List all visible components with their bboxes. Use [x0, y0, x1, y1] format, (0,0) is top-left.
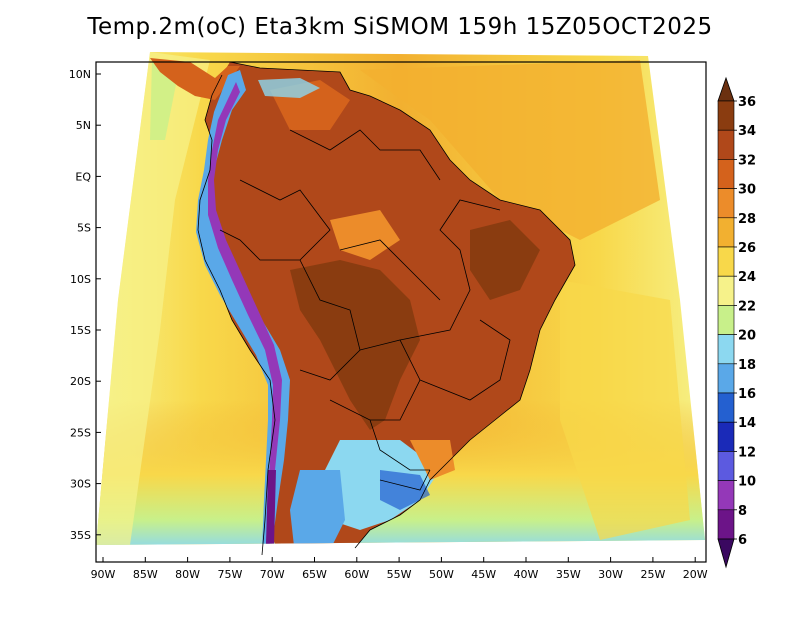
colorbar-label: 32	[738, 153, 756, 168]
lat-tick-label: 35S	[70, 529, 91, 542]
uruguay-border	[379, 469, 431, 491]
colorbar-segment	[717, 100, 735, 131]
lon-tick-label: 90W	[91, 568, 116, 581]
lon-tick-label: 20W	[683, 568, 708, 581]
colorbar-segment	[717, 188, 735, 219]
lon-tick-label: 75W	[217, 568, 242, 581]
colorbar-segment	[717, 421, 735, 452]
lat-tick-label: 30S	[70, 478, 91, 491]
colorbar-segment	[717, 451, 735, 481]
colorbar-label: 34	[738, 124, 756, 139]
colorbar-label: 24	[738, 270, 756, 285]
argentina-border	[329, 399, 430, 471]
patagonia-cold-zone	[290, 470, 345, 545]
colorbar-segment	[717, 217, 735, 248]
colorbar-segment	[717, 129, 735, 160]
colorbar-label: 22	[738, 299, 756, 314]
andes-cold-band	[196, 70, 290, 545]
lon-tick-label: 80W	[175, 568, 200, 581]
northeast-hot-zone	[470, 220, 540, 300]
lon-tick-label: 85W	[133, 568, 158, 581]
coastline-east	[229, 61, 576, 549]
temperature-field	[96, 52, 705, 545]
colorbar-segment	[717, 363, 735, 394]
country-borders	[197, 61, 576, 556]
temperature-colorbar: 36 34 32 30 28 26 24 22 20 18 16 14 12 10 8 6	[717, 76, 756, 569]
lat-tick-label: 5N	[76, 119, 91, 132]
colorbar-label: 18	[738, 358, 756, 373]
colorbar-label: 36	[738, 95, 756, 110]
lon-tick-label: 60W	[344, 568, 369, 581]
colorbar-segment	[717, 509, 735, 540]
lon-tick-label: 45W	[471, 568, 496, 581]
colorbar-segment	[717, 334, 735, 365]
brazil-states-border	[399, 199, 501, 341]
colorbar-label: 16	[738, 387, 756, 402]
lat-tick-label: 15S	[70, 324, 91, 337]
lat-tick-label: 5S	[77, 222, 91, 235]
colorbar-segment	[717, 246, 735, 277]
uruguay-cool-zone	[380, 470, 430, 510]
atlantic-south-band	[560, 280, 690, 540]
colorbar-label: 30	[738, 183, 756, 198]
lon-tick-label: 55W	[387, 568, 412, 581]
longitude-axis: 90W 85W 80W 75W 70W 65W 60W 55W 50W 45W 40W 35W 30W 2…	[91, 557, 708, 581]
chart-title: Temp.2m(oC) Eta3km SiSMOM 159h 15Z05OCT2…	[87, 14, 713, 40]
central-states-border	[339, 239, 441, 301]
colorbar-label: 12	[738, 445, 756, 460]
venezuela-highlands	[258, 78, 320, 98]
colorbar-segment	[717, 480, 735, 511]
colorbar-top-arrow	[717, 76, 735, 102]
lat-tick-label: EQ	[75, 170, 91, 183]
colorbar-label: 28	[738, 212, 756, 227]
colorbar-segment	[717, 305, 735, 335]
colorbar-label: 8	[738, 504, 747, 519]
atlantic-warm-band	[360, 60, 660, 240]
colorbar-label: 14	[738, 416, 756, 431]
coastline-west	[197, 74, 276, 556]
lon-tick-label: 65W	[302, 568, 327, 581]
lon-tick-label: 70W	[260, 568, 285, 581]
colorbar-segment	[717, 392, 735, 423]
lon-tick-label: 25W	[640, 568, 665, 581]
bolivia-border	[299, 259, 361, 381]
colorbar-label: 20	[738, 329, 756, 344]
lat-tick-label: 20S	[70, 375, 91, 388]
colorbar-label: 6	[738, 533, 747, 548]
colorbar-label: 26	[738, 241, 756, 256]
colorbar-segment	[717, 159, 735, 189]
lon-tick-label: 35W	[556, 568, 581, 581]
lon-tick-label: 50W	[429, 568, 454, 581]
colombia-peru-border	[219, 179, 331, 261]
pacific-cool-band	[96, 52, 210, 545]
colorbar-label: 10	[738, 475, 756, 490]
lat-tick-label: 25S	[70, 426, 91, 439]
lat-tick-label: 10N	[69, 68, 91, 81]
map-frame	[95, 61, 707, 563]
lon-tick-label: 40W	[514, 568, 539, 581]
latitude-axis: 10N 5N EQ 5S 10S 15S 20S 25S 30S 35S	[69, 68, 101, 542]
interior-hot-core	[290, 260, 420, 430]
southern-andes-peak	[266, 470, 276, 545]
central-america-land	[150, 58, 240, 100]
amazon-warm-zone	[330, 210, 400, 260]
south-brazil-warm	[410, 440, 455, 480]
colorbar-segment	[717, 275, 735, 306]
lon-tick-label: 30W	[598, 568, 623, 581]
lat-tick-label: 10S	[70, 273, 91, 286]
guianas-border	[289, 129, 441, 181]
colorbar-bottom-arrow	[717, 538, 735, 569]
southeast-states-border	[419, 319, 511, 401]
